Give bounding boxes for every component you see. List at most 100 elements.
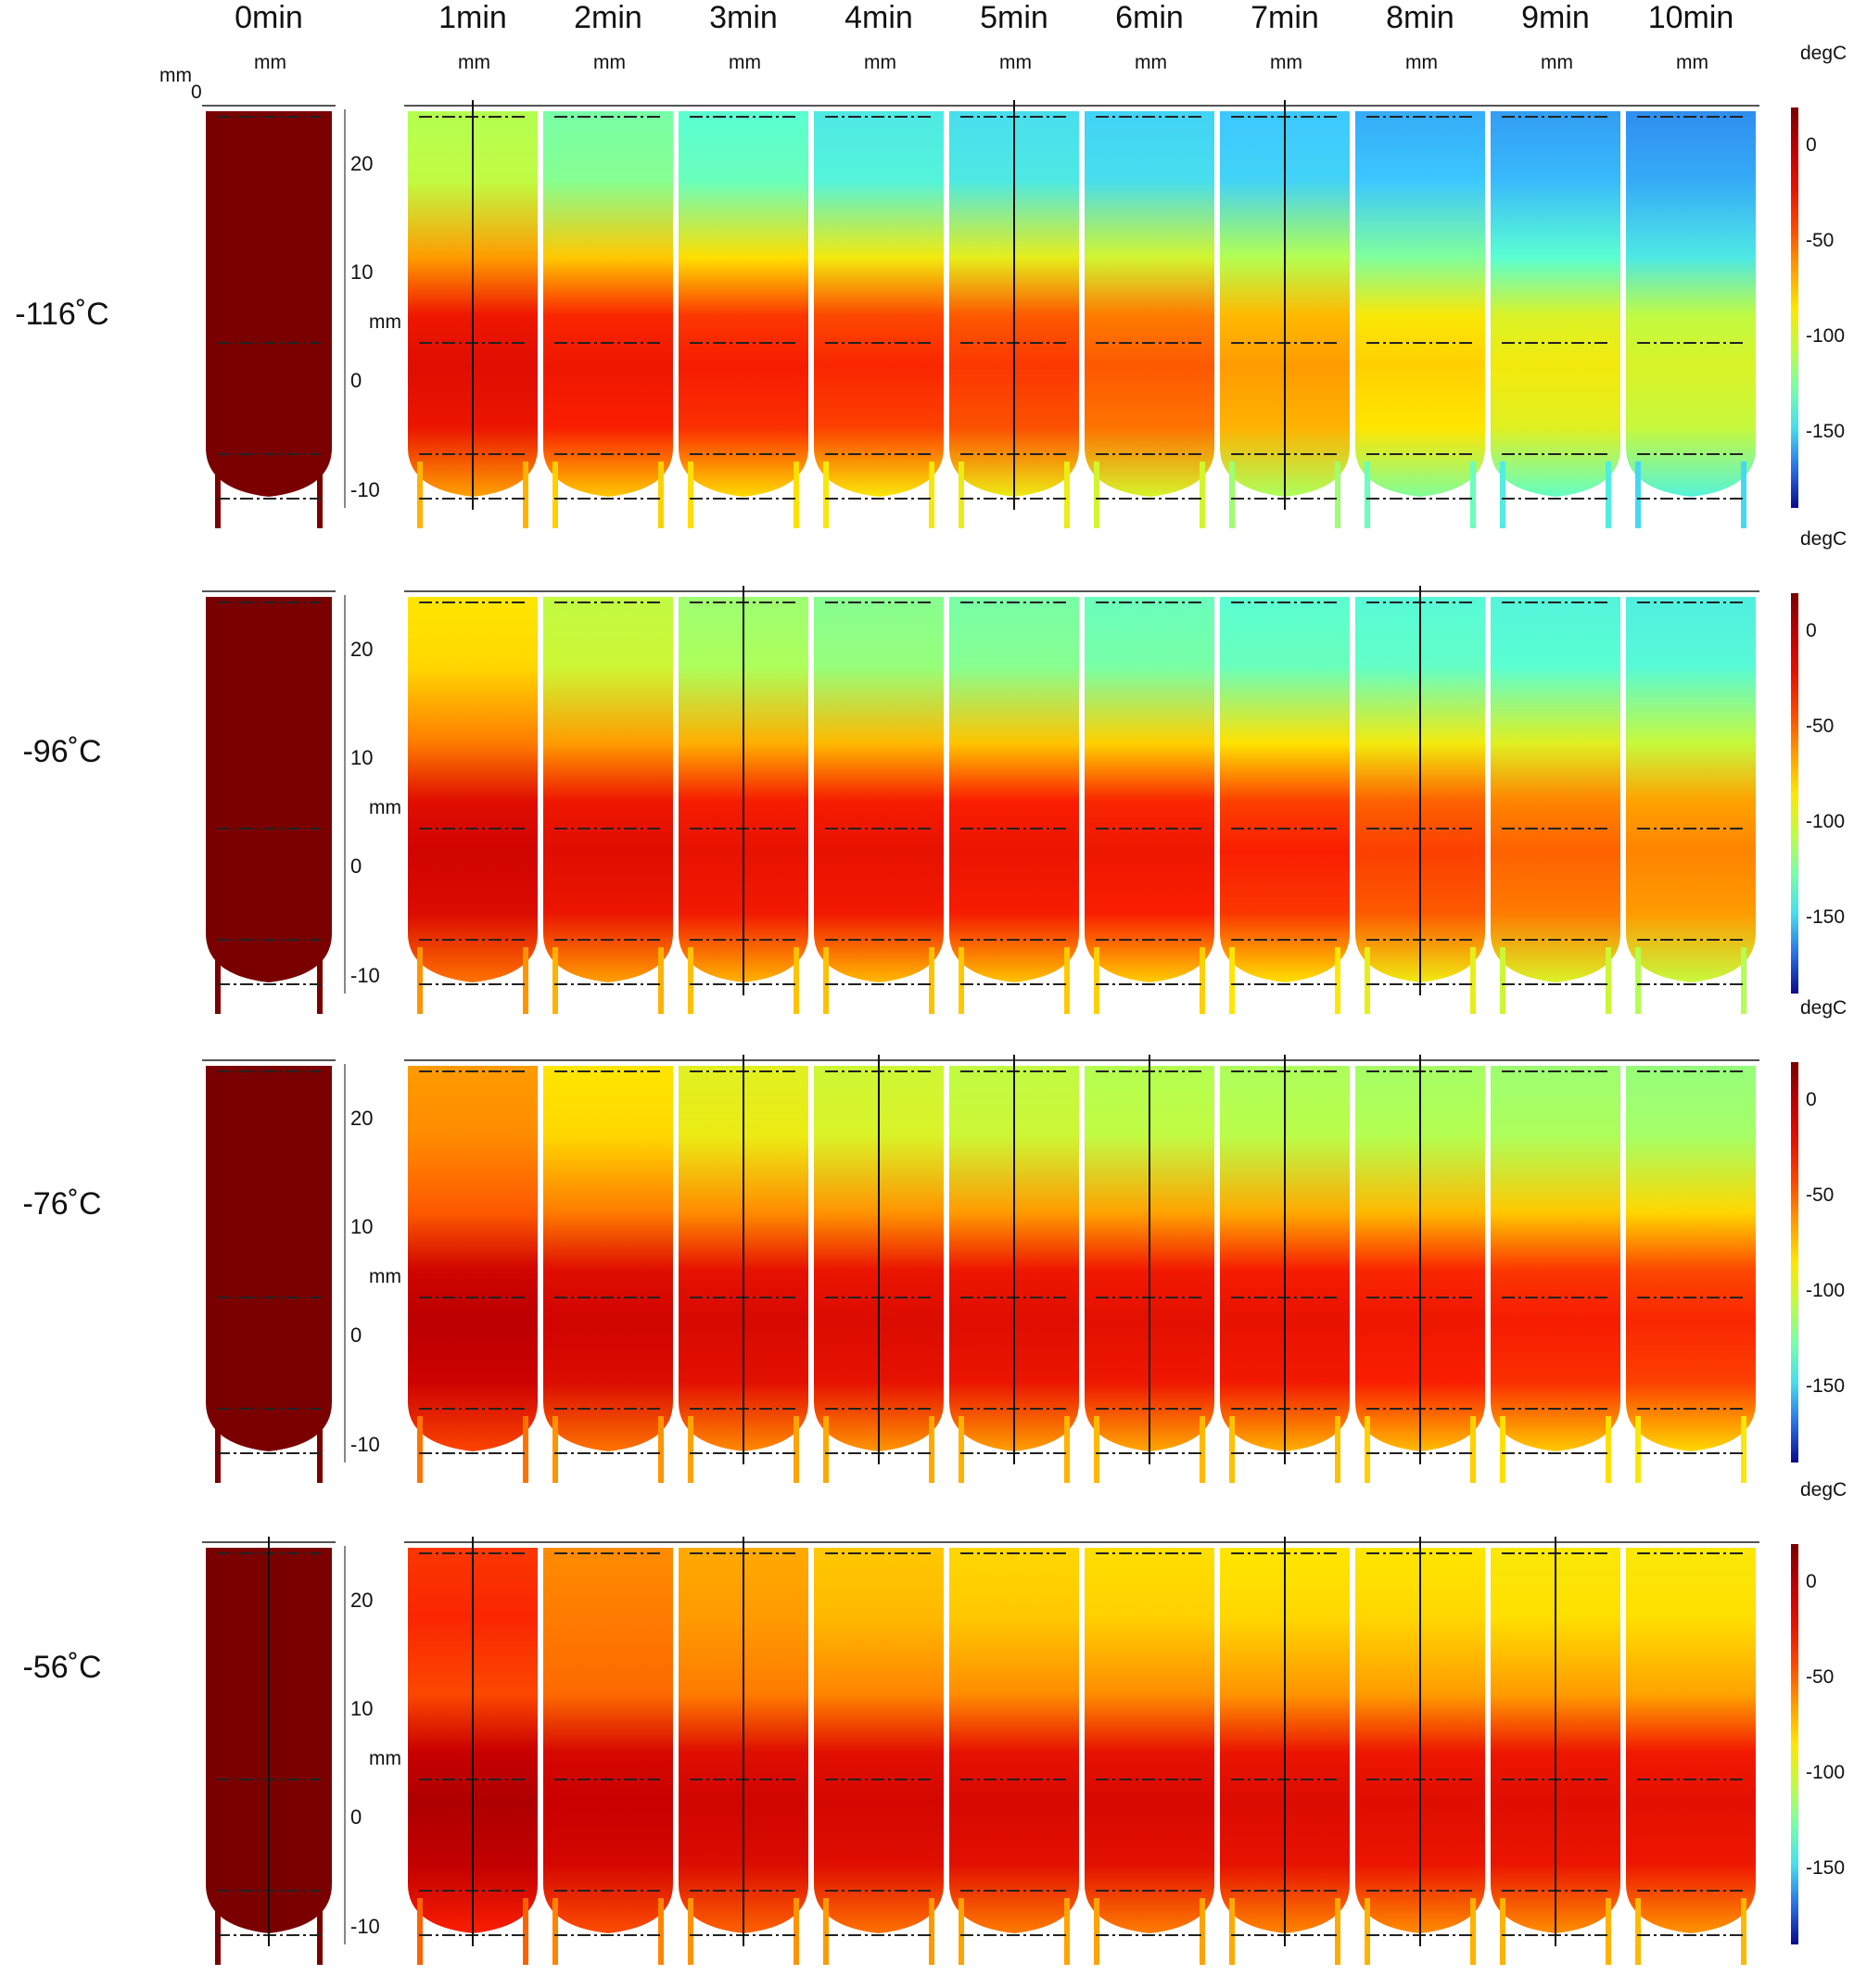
vial-panel [1487, 105, 1624, 528]
vial-temperature-field [206, 111, 332, 497]
vial-temperature-field [1626, 1066, 1756, 1451]
vial-leg [794, 1416, 799, 1483]
vial-panel [404, 1537, 541, 1965]
vial-temperature-field [1085, 597, 1214, 982]
vial-leg [1741, 462, 1746, 528]
vial-panel [1352, 1537, 1489, 1965]
vial-leg [1470, 1416, 1476, 1483]
y-tick-label: 0 [350, 369, 362, 392]
vial-leg [823, 1416, 829, 1483]
vial-leg [1064, 462, 1070, 528]
vial-leg [1741, 947, 1746, 1014]
vial-leg [658, 1416, 664, 1483]
row-label-3: -56˚C [22, 1650, 102, 1685]
vial-leg [1335, 1416, 1340, 1483]
vial-leg [552, 1416, 558, 1483]
y-axis-mm-label: mm [369, 1266, 401, 1287]
vial-panel [1216, 1537, 1353, 1965]
vial-panel [1622, 590, 1759, 1014]
vial-leg [417, 1898, 423, 1965]
column-header-5min: 5min [980, 0, 1048, 35]
vial-leg [823, 947, 829, 1014]
vial-leg [959, 947, 964, 1014]
vial-temperature-field [1626, 597, 1756, 982]
mm-axis-label: mm [729, 52, 761, 73]
colorbar-tick-label: 0 [1806, 1571, 1817, 1593]
vial-leg [1200, 947, 1205, 1014]
vial-leg [959, 1898, 964, 1965]
y-tick-label: -10 [350, 964, 380, 987]
vial-leg [1094, 1898, 1099, 1965]
vial-panel [1487, 1059, 1624, 1483]
vial-temperature-field [408, 597, 538, 982]
vial-temperature-field [814, 1548, 944, 1933]
vial-temperature-field [949, 1548, 1079, 1933]
y-axis-mm-label: mm [369, 311, 401, 333]
vial-panel [1216, 1055, 1353, 1483]
mm-axis-label: mm [1135, 52, 1167, 73]
vial-panel [404, 100, 541, 528]
vial-leg [688, 462, 693, 528]
vial-leg [317, 1416, 323, 1483]
vial-leg [688, 947, 693, 1014]
colorbar-tick-label: -50 [1806, 230, 1835, 251]
y-tick-label: 20 [350, 152, 374, 175]
vial-leg [658, 947, 664, 1014]
y-tick-label: 10 [350, 746, 374, 769]
vial-leg [823, 462, 829, 528]
vial-panel [202, 1059, 336, 1483]
column-header-1min: 1min [438, 0, 507, 35]
vial-panel [1081, 105, 1218, 528]
colorbar-tick-label: -50 [1806, 715, 1835, 737]
vial-temperature-field [543, 597, 673, 982]
vial-leg [658, 462, 664, 528]
vial-panel [540, 105, 677, 528]
y-tick-label: -10 [350, 1433, 380, 1456]
colorbar-tick-label: -150 [1806, 905, 1846, 928]
vial-leg [658, 1898, 664, 1965]
y-tick-label: -10 [350, 478, 380, 501]
column-header-4min: 4min [844, 0, 913, 35]
column-header-2min: 2min [574, 0, 642, 35]
mm-axis-label: mm [1270, 52, 1302, 73]
vial-panel [946, 1055, 1083, 1483]
vial-temperature-field [1355, 111, 1485, 497]
vial-temperature-field [543, 111, 673, 497]
y-tick-label: 20 [350, 1589, 374, 1612]
vial-panel [404, 590, 541, 1014]
mm-axis-label: mm [999, 52, 1032, 73]
vial-leg [688, 1898, 693, 1965]
y-tick-label: 20 [350, 638, 374, 661]
y-tick-label: 0 [350, 1805, 362, 1829]
vial-temperature-field [206, 597, 332, 982]
vial-temperature-field [543, 1548, 673, 1933]
colorbar-tick-label: 0 [1806, 134, 1817, 157]
y-tick-label: -10 [350, 1915, 380, 1938]
colorbar [1791, 1062, 1798, 1463]
vial-leg [1200, 462, 1205, 528]
vial-leg [552, 1898, 558, 1965]
vial-panel [1216, 100, 1353, 528]
colorbar-tick-label: 0 [1806, 1089, 1817, 1111]
vial-leg [1606, 462, 1611, 528]
vial-leg [1606, 1416, 1611, 1483]
vial-temperature-field [1085, 111, 1214, 497]
vial-panel [675, 105, 812, 528]
vial-leg [794, 462, 799, 528]
vial-leg [794, 947, 799, 1014]
vial-temperature-field [1220, 597, 1350, 982]
row-label-0: -116˚C [15, 297, 109, 332]
vial-leg [794, 1898, 799, 1965]
vial-leg [688, 1416, 693, 1483]
vial-leg [1500, 1898, 1505, 1965]
colorbar-tick-label: -100 [1806, 1761, 1846, 1783]
vial-leg [1200, 1416, 1205, 1483]
vial-temperature-field [679, 111, 808, 497]
y-tick-label: 10 [350, 260, 374, 284]
vial-leg [1229, 1898, 1235, 1965]
colorbar-tick-label: 0 [1806, 620, 1817, 642]
column-header-10min: 10min [1647, 0, 1734, 35]
vial-leg [1500, 947, 1505, 1014]
vial-leg [1741, 1898, 1746, 1965]
vial-leg [823, 1898, 829, 1965]
